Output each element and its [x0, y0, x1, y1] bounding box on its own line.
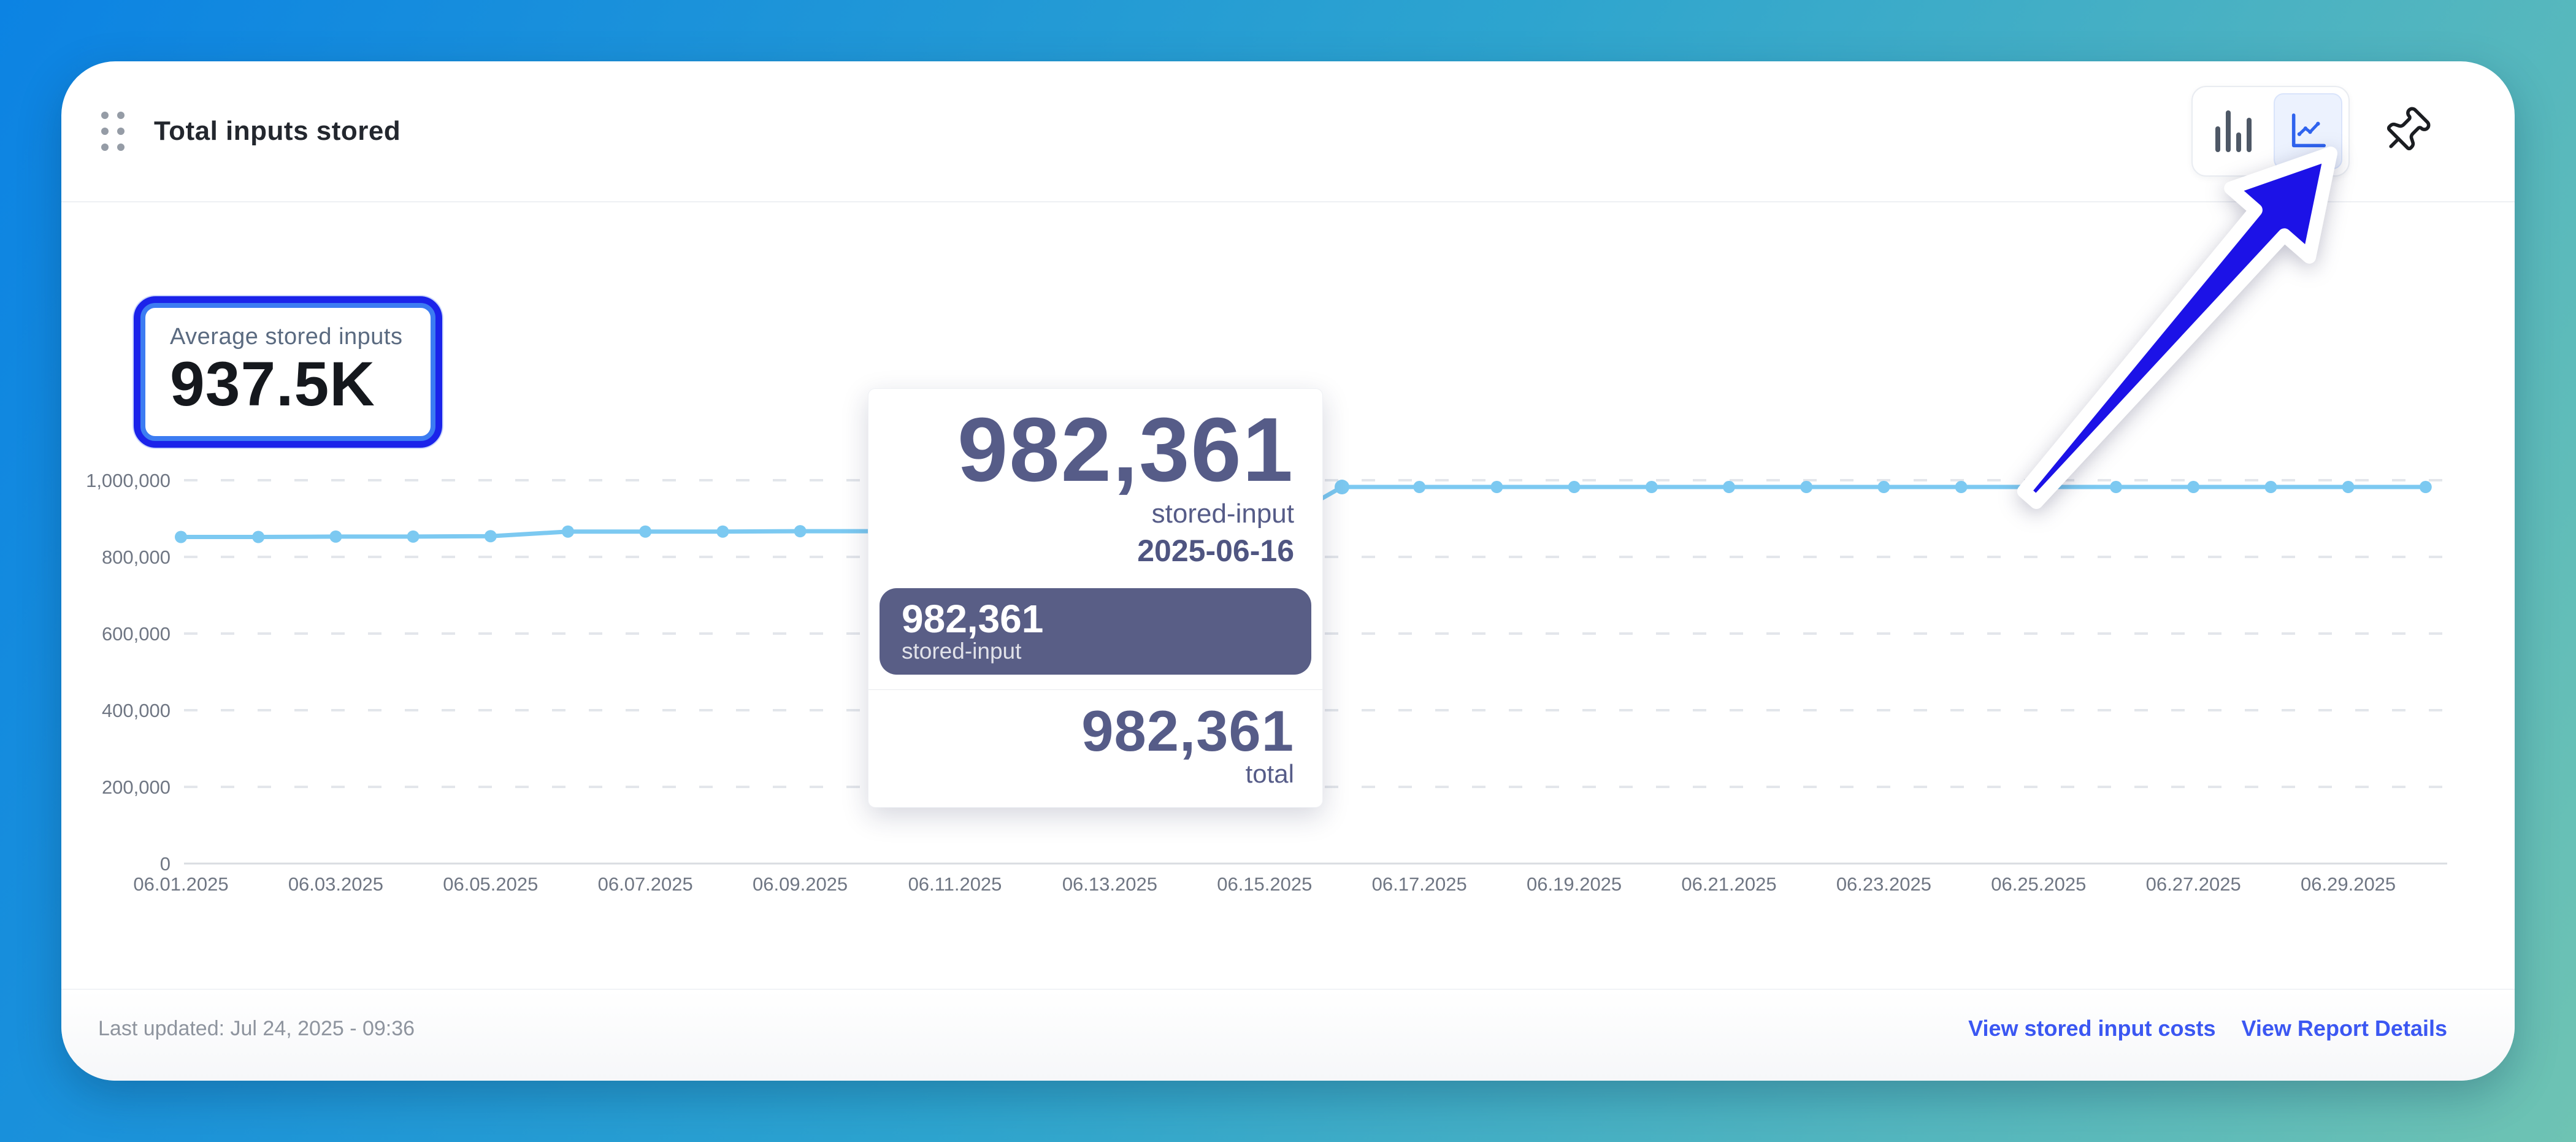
svg-text:06.19.2025: 06.19.2025	[1527, 873, 1622, 895]
kpi-label: Average stored inputs	[170, 324, 403, 350]
tooltip-pill-label: stored-input	[902, 638, 1022, 664]
svg-text:06.07.2025: 06.07.2025	[598, 873, 693, 895]
svg-text:06.21.2025: 06.21.2025	[1681, 873, 1776, 895]
footer-links: View stored input costs View Report Deta…	[1968, 1016, 2447, 1041]
view-stored-input-costs-link[interactable]: View stored input costs	[1968, 1016, 2216, 1041]
pin-button[interactable]	[2380, 105, 2432, 157]
view-report-details-link[interactable]: View Report Details	[2241, 1016, 2447, 1041]
kpi-card: Average stored inputs 937.5K	[140, 303, 436, 442]
tooltip-series-name: stored-input	[1151, 499, 1294, 529]
drag-handle-icon[interactable]	[101, 112, 125, 151]
tooltip-total-value: 982,361	[1081, 699, 1294, 764]
annotation-arrow	[2017, 147, 2337, 509]
svg-text:400,000: 400,000	[102, 700, 171, 721]
svg-text:06.23.2025: 06.23.2025	[1836, 873, 1931, 895]
svg-text:06.27.2025: 06.27.2025	[2146, 873, 2241, 895]
svg-text:200,000: 200,000	[102, 776, 171, 798]
svg-text:06.29.2025: 06.29.2025	[2301, 873, 2396, 895]
svg-text:06.15.2025: 06.15.2025	[1217, 873, 1312, 895]
tooltip-date: 2025-06-16	[1137, 534, 1294, 569]
svg-text:06.25.2025: 06.25.2025	[1991, 873, 2086, 895]
tooltip-header: 982,361 stored-input 2025-06-16	[868, 389, 1322, 572]
tooltip-series-pill: 982,361 stored-input	[880, 588, 1311, 675]
pushpin-icon	[2387, 107, 2431, 150]
svg-text:1,000,000: 1,000,000	[86, 470, 171, 491]
svg-text:800,000: 800,000	[102, 546, 171, 568]
svg-text:06.01.2025: 06.01.2025	[133, 873, 228, 895]
line-chart-icon	[2291, 113, 2326, 148]
tooltip-total-label: total	[1245, 759, 1294, 789]
svg-text:0: 0	[160, 853, 171, 875]
bar-view-button[interactable]	[2199, 93, 2267, 169]
kpi-highlight-box[interactable]: Average stored inputs 937.5K	[134, 296, 443, 448]
svg-text:06.09.2025: 06.09.2025	[753, 873, 848, 895]
widget-title: Total inputs stored	[154, 116, 401, 146]
svg-text:06.05.2025: 06.05.2025	[443, 873, 538, 895]
bar-chart-icon	[2215, 110, 2252, 152]
widget-header: Total inputs stored	[61, 61, 2515, 202]
svg-text:06.03.2025: 06.03.2025	[288, 873, 383, 895]
tooltip-total-row: 982,361 total	[868, 690, 1322, 807]
widget-footer: Last updated: Jul 24, 2025 - 09:36 View …	[61, 989, 2515, 1081]
widget-card: Total inputs stored	[61, 61, 2515, 1081]
tooltip-pill-value: 982,361	[902, 597, 1044, 642]
last-updated-text: Last updated: Jul 24, 2025 - 09:36	[98, 1016, 415, 1040]
tooltip-value: 982,361	[957, 399, 1294, 500]
svg-text:600,000: 600,000	[102, 623, 171, 645]
tooltip-divider	[868, 689, 1322, 691]
svg-text:06.13.2025: 06.13.2025	[1062, 873, 1157, 895]
svg-text:06.17.2025: 06.17.2025	[1372, 873, 1467, 895]
kpi-value: 937.5K	[170, 349, 375, 419]
svg-text:06.11.2025: 06.11.2025	[908, 873, 1002, 895]
chart-tooltip: 982,361 stored-input 2025-06-16 982,361 …	[868, 388, 1323, 808]
